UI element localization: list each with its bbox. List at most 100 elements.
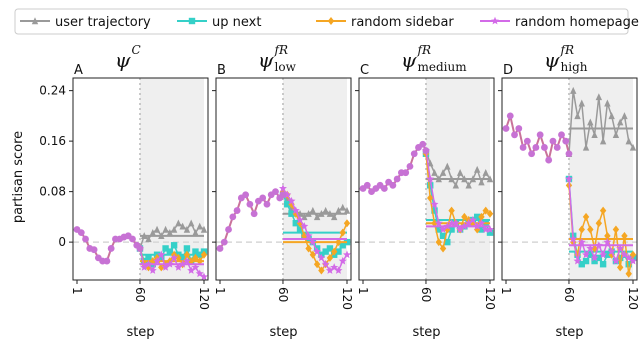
point-pre-intervention xyxy=(506,112,514,120)
point-user-trajectory xyxy=(162,225,169,233)
point-pre-intervention xyxy=(562,137,570,145)
point-random-homepage xyxy=(564,174,573,183)
point-random-sidebar xyxy=(431,219,438,228)
panel-letter: A xyxy=(74,63,83,78)
point-random-homepage xyxy=(611,256,620,265)
point-pre-intervention xyxy=(406,162,414,170)
point-random-sidebar xyxy=(175,253,182,262)
point-user-trajectory xyxy=(170,225,178,233)
panel-letter: D xyxy=(503,63,513,78)
point-pre-intervention xyxy=(263,200,271,208)
point-pre-intervention xyxy=(246,200,254,208)
point-random-homepage xyxy=(599,250,608,259)
point-pre-intervention xyxy=(82,235,89,243)
point-up-next xyxy=(284,201,291,208)
point-up-next xyxy=(448,226,455,233)
panel-title-superscript: fR xyxy=(417,43,431,57)
point-random-homepage xyxy=(586,244,595,252)
point-pre-intervention xyxy=(272,188,279,196)
point-random-sidebar xyxy=(625,269,632,278)
point-random-homepage xyxy=(200,272,208,280)
panel-frame xyxy=(501,77,638,281)
y-axis-label: partisan score xyxy=(11,131,26,223)
point-pre-intervention xyxy=(511,131,518,139)
point-user-trajectory xyxy=(153,225,161,233)
legend-label-random-homepage: random homepage xyxy=(515,15,639,30)
point-random-sidebar xyxy=(326,253,334,262)
point-pre-intervention xyxy=(107,245,115,252)
point-random-homepage xyxy=(603,237,612,246)
x-tick-label: 120 xyxy=(483,287,497,310)
panel-title-symbol: ψ xyxy=(258,48,274,72)
point-random-homepage xyxy=(174,263,183,271)
point-random-homepage xyxy=(300,222,309,230)
panel-frame xyxy=(215,77,352,281)
point-user-trajectory xyxy=(621,112,628,120)
point-user-trajectory xyxy=(301,213,308,221)
x-tick-label: 120 xyxy=(197,287,211,310)
point-random-homepage xyxy=(582,250,591,259)
point-random-sidebar xyxy=(335,238,342,247)
point-user-trajectory xyxy=(166,228,174,236)
point-random-homepage xyxy=(594,241,603,249)
point-up-next xyxy=(326,245,334,252)
point-up-next xyxy=(599,261,607,268)
point-user-trajectory xyxy=(570,86,577,94)
point-pre-intervention xyxy=(229,213,237,221)
panel-letter: C xyxy=(360,63,369,78)
panel-frame xyxy=(72,77,209,281)
point-user-trajectory xyxy=(578,99,585,107)
panel-a: 1 60 120 0.24 0.16 0.08 0 step A ψ C xyxy=(39,43,211,340)
point-up-next xyxy=(427,182,434,189)
line-random-sidebar xyxy=(282,191,348,272)
point-random-homepage xyxy=(481,225,490,233)
legend-entry-up-next: up next xyxy=(177,15,261,30)
y-tick-label: 0.08 xyxy=(39,185,66,199)
point-random-sidebar xyxy=(200,250,208,259)
point-random-sidebar xyxy=(599,206,607,215)
point-random-sidebar xyxy=(330,247,338,256)
point-up-next xyxy=(591,257,598,265)
line-random-homepage xyxy=(282,188,348,272)
x-tick-label: 1 xyxy=(499,287,513,295)
point-pre-intervention xyxy=(233,207,241,214)
point-random-homepage xyxy=(157,250,166,259)
point-random-sidebar xyxy=(158,263,165,272)
point-pre-intervention xyxy=(220,238,228,246)
point-user-trajectory xyxy=(339,203,346,211)
point-user-trajectory xyxy=(486,175,494,183)
point-random-homepage xyxy=(334,266,343,274)
point-user-trajectory xyxy=(318,210,325,217)
point-pre-intervention xyxy=(393,175,401,183)
point-random-sidebar xyxy=(301,231,308,240)
point-random-homepage xyxy=(317,253,326,262)
series-pre-intervention xyxy=(216,188,287,252)
point-random-homepage xyxy=(296,215,305,224)
point-random-homepage xyxy=(447,218,456,227)
point-user-trajectory xyxy=(612,131,620,139)
x-axis-label: step xyxy=(269,325,297,340)
point-user-trajectory xyxy=(448,175,455,183)
point-pre-intervention xyxy=(541,144,548,151)
point-user-trajectory xyxy=(322,206,329,214)
point-up-next xyxy=(625,261,632,268)
point-user-trajectory xyxy=(330,213,338,221)
point-user-trajectory xyxy=(582,143,590,151)
point-up-next xyxy=(578,261,585,268)
point-random-homepage xyxy=(291,206,300,214)
point-random-sidebar xyxy=(427,193,434,202)
point-random-homepage xyxy=(308,237,317,246)
point-pre-intervention xyxy=(515,125,523,132)
series-pre-intervention xyxy=(359,140,430,196)
panel-title: ψ fR low xyxy=(258,43,297,74)
x-tick-label: 1 xyxy=(213,287,227,295)
point-random-homepage xyxy=(486,225,494,233)
point-up-next xyxy=(170,242,178,249)
point-random-homepage xyxy=(278,184,287,192)
point-user-trajectory xyxy=(175,219,182,227)
panel-title-subscript: medium xyxy=(418,60,468,74)
x-tick-label: 60 xyxy=(419,287,433,302)
panel-b: 1 60 120 step B ψ fR low xyxy=(212,43,354,340)
point-pre-intervention xyxy=(523,137,531,145)
